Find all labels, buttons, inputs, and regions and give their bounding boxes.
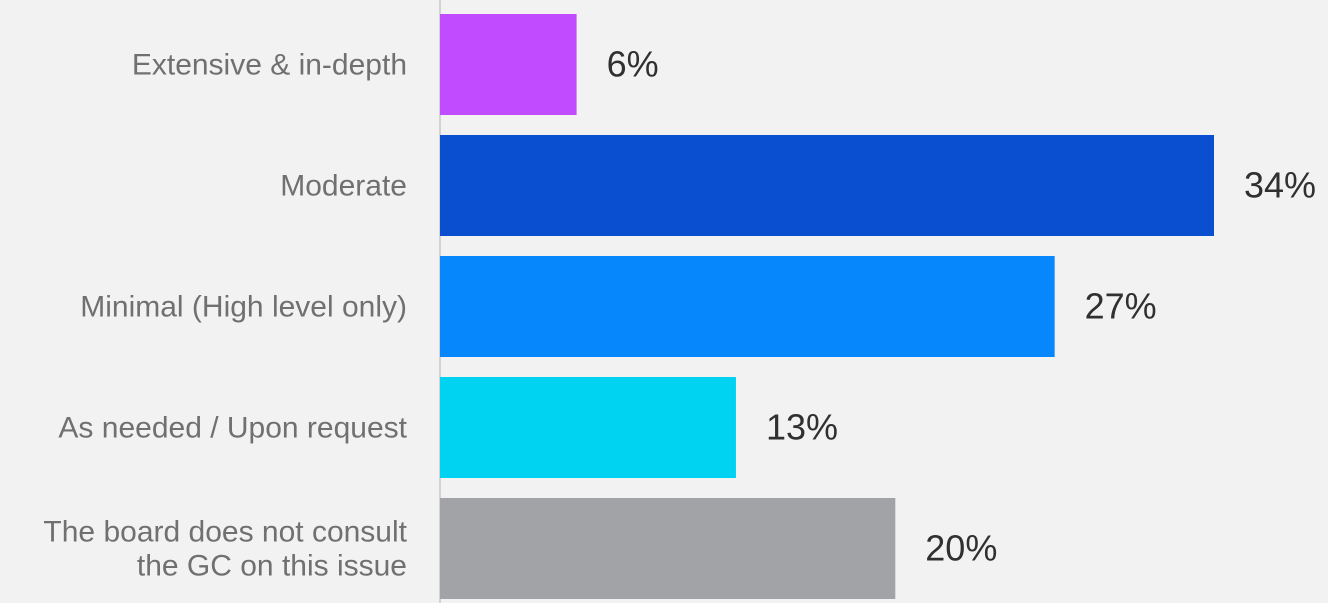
category-label-2: Minimal (High level only) xyxy=(80,291,407,324)
category-label-1: Moderate xyxy=(280,170,407,203)
category-label-3: As needed / Upon request xyxy=(58,412,407,445)
bar-1 xyxy=(440,135,1214,236)
bar-4 xyxy=(440,498,896,599)
bar-2 xyxy=(440,256,1055,357)
category-label-4: The board does not consult the GC on this… xyxy=(43,516,407,583)
value-label-2: 27% xyxy=(1085,286,1157,327)
value-labels: 6% 34% 27% 13% 20% xyxy=(607,44,1316,569)
value-label-1: 34% xyxy=(1244,165,1316,206)
bar-0 xyxy=(440,14,577,115)
value-label-3: 13% xyxy=(766,407,838,448)
category-labels: Extensive & in-depth Moderate Minimal (Hig… xyxy=(43,49,407,583)
bars-group xyxy=(440,14,1214,599)
bar-3 xyxy=(440,377,736,478)
value-label-4: 20% xyxy=(925,528,997,569)
value-label-0: 6% xyxy=(607,44,659,85)
category-label-0: Extensive & in-depth xyxy=(132,49,407,82)
